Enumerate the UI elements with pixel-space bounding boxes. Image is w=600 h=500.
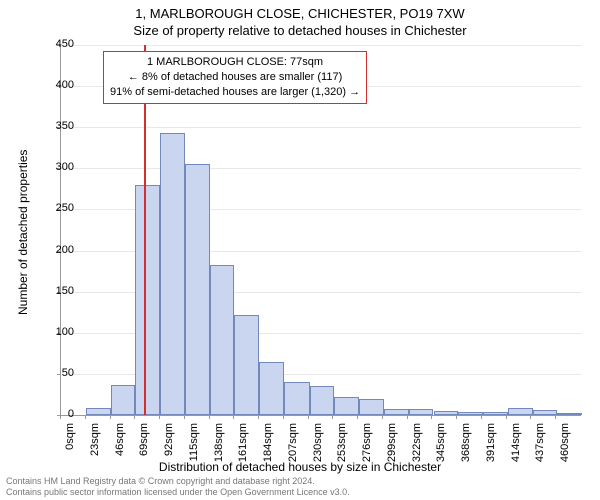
y-tick-label: 200 (44, 244, 74, 256)
x-tick-mark (407, 415, 408, 419)
x-tick-mark (184, 415, 185, 419)
x-tick-mark (481, 415, 482, 419)
x-tick-mark (555, 415, 556, 419)
x-tick-mark (85, 415, 86, 419)
histogram-bar (160, 133, 185, 415)
histogram-bar (259, 362, 284, 415)
x-tick-mark (159, 415, 160, 419)
histogram-bar (111, 385, 136, 415)
histogram-bar (210, 265, 235, 415)
histogram-bar (135, 185, 160, 415)
x-tick-mark (332, 415, 333, 419)
y-tick-label: 100 (44, 326, 74, 338)
x-tick-mark (209, 415, 210, 419)
histogram-bar (310, 386, 335, 415)
y-tick-label: 0 (44, 408, 74, 420)
y-tick-label: 350 (44, 120, 74, 132)
footer-line2: Contains public sector information licen… (6, 487, 350, 498)
chart-title: 1, MARLBOROUGH CLOSE, CHICHESTER, PO19 7… (0, 0, 600, 21)
grid-line (61, 45, 581, 46)
x-tick-mark (110, 415, 111, 419)
annotation-line1: 1 MARLBOROUGH CLOSE: 77sqm (110, 55, 360, 70)
x-tick-mark (382, 415, 383, 419)
y-tick-label: 250 (44, 202, 74, 214)
x-tick-mark (258, 415, 259, 419)
chart-subtitle: Size of property relative to detached ho… (0, 21, 600, 38)
y-axis-label: Number of detached properties (16, 150, 30, 315)
x-tick-mark (431, 415, 432, 419)
annotation-box: 1 MARLBOROUGH CLOSE: 77sqm ← 8% of detac… (103, 51, 367, 104)
x-tick-mark (456, 415, 457, 419)
x-axis-label: Distribution of detached houses by size … (0, 460, 600, 474)
histogram-bar (334, 397, 359, 415)
x-tick-mark (233, 415, 234, 419)
grid-line (61, 168, 581, 169)
annotation-line3: 91% of semi-detached houses are larger (… (110, 85, 360, 100)
x-tick-mark (283, 415, 284, 419)
x-tick-mark (134, 415, 135, 419)
x-tick-mark (357, 415, 358, 419)
x-tick-mark (308, 415, 309, 419)
plot-area: 1 MARLBOROUGH CLOSE: 77sqm ← 8% of detac… (60, 45, 581, 416)
x-ticks: 0sqm23sqm46sqm69sqm92sqm115sqm138sqm161s… (60, 415, 580, 465)
histogram-bar (359, 399, 384, 415)
grid-line (61, 127, 581, 128)
y-tick-label: 400 (44, 79, 74, 91)
histogram-bar (234, 315, 259, 415)
y-tick-label: 50 (44, 367, 74, 379)
chart-container: 1, MARLBOROUGH CLOSE, CHICHESTER, PO19 7… (0, 0, 600, 500)
x-tick-mark (506, 415, 507, 419)
histogram-bar (284, 382, 310, 415)
annotation-line2: ← 8% of detached houses are smaller (117… (110, 70, 360, 85)
footer-line1: Contains HM Land Registry data © Crown c… (6, 476, 350, 487)
y-tick-label: 300 (44, 161, 74, 173)
footer-note: Contains HM Land Registry data © Crown c… (6, 476, 350, 499)
x-tick-mark (530, 415, 531, 419)
y-tick-label: 150 (44, 285, 74, 297)
y-tick-label: 450 (44, 38, 74, 50)
histogram-bar (185, 164, 210, 415)
